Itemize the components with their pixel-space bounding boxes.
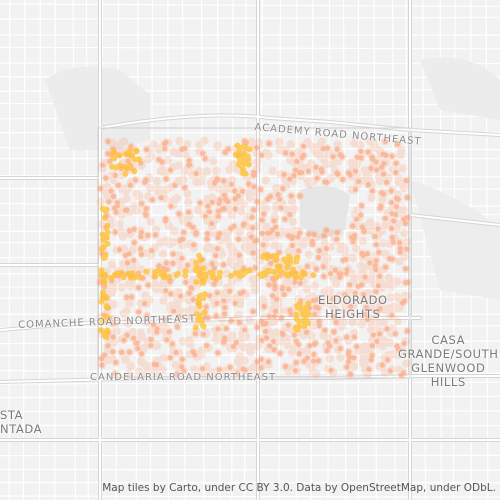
area-label-line: HEIGHTS	[325, 307, 381, 321]
area-label-line: CASA	[431, 333, 466, 347]
area-label-line: STA	[0, 408, 24, 422]
area-label-line: GLENWOOD	[411, 361, 486, 375]
area-label-line: ELDORADO	[318, 293, 388, 307]
highlighted-point-markers	[97, 142, 317, 341]
point-markers	[97, 138, 411, 378]
area-label-line: GRANDE/SOUTH	[398, 347, 499, 361]
area-label-eldorado-heights: ELDORADO HEIGHTS	[318, 293, 388, 321]
map-attribution: Map tiles by Carto, under CC BY 3.0. Dat…	[102, 482, 496, 494]
road-label-candelaria: CANDELARIA ROAD NORTHEAST	[90, 372, 277, 383]
area-label-line: HILLS	[430, 375, 466, 389]
area-label-line: NTADA	[0, 422, 43, 436]
area-label-west: STA NTADA	[0, 408, 42, 436]
area-label-casa-grande: CASA GRANDE/SOUTH GLENWOOD HILLS	[398, 333, 499, 389]
